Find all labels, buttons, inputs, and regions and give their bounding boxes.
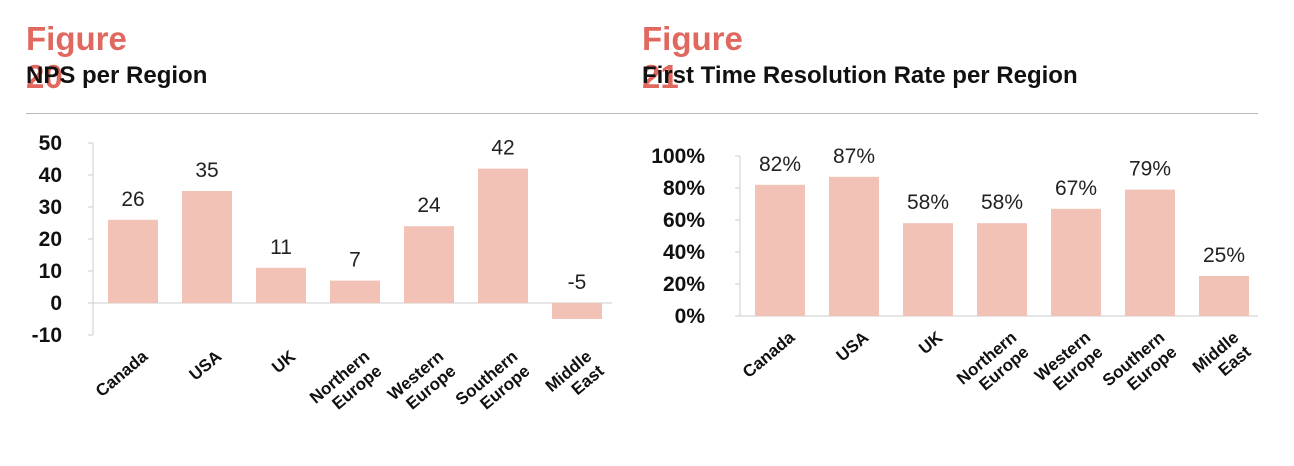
y-tick-label: 40 [39,164,62,187]
data-label: 11 [270,236,292,259]
bar [1125,189,1175,316]
data-label: 58% [981,191,1023,214]
y-tick-label: 30 [39,196,62,219]
data-label: 87% [833,145,875,168]
x-tick-label: UK [915,327,947,358]
bar [1051,208,1101,316]
y-tick-label: 40% [663,241,705,264]
bar [1199,276,1249,316]
bar [256,267,306,303]
x-tick-label-line: USA [833,328,873,366]
bar [182,191,232,303]
y-tick-label: 20% [663,273,705,296]
bar [903,223,953,316]
y-tick-label: 20 [39,228,62,251]
data-label: 42 [491,137,514,160]
x-tick-label: NorthernEurope [953,328,1032,403]
y-tick-label: 50 [39,132,62,155]
y-tick-label: 60% [663,209,705,232]
header-divider [26,113,1258,114]
data-label: 26 [121,188,144,211]
y-tick-label: -10 [32,324,62,347]
bar [478,168,528,303]
bar [829,176,879,316]
x-tick-label: WesternEurope [1031,328,1107,400]
data-label: -5 [568,271,587,294]
data-label: 58% [907,191,949,214]
y-tick-label: 80% [663,177,705,200]
y-tick-label: 0 [50,292,62,315]
x-tick-label: MiddleEast [1189,327,1255,391]
bar [977,223,1027,316]
figure-20-title: NPS per Region [26,62,208,89]
x-tick-label-line: UK [915,327,947,358]
x-tick-label: USA [833,328,873,366]
data-label: 79% [1129,158,1171,181]
y-tick-label: 100% [651,145,705,168]
figure-21-title: First Time Resolution Rate per Region [642,62,1078,89]
bar [755,184,805,316]
bar [108,219,158,303]
figure-20-label: Figure 20 [26,20,127,95]
data-label: 24 [417,194,441,217]
x-tick-label: SouthernEurope [1099,328,1181,405]
x-tick-label: Canada [739,327,799,381]
bar [404,226,454,303]
y-tick-label: 0% [675,305,706,328]
data-label: 67% [1055,177,1097,200]
y-tick-label: 10 [39,260,62,283]
data-label: 7 [349,249,361,272]
bar [330,280,380,303]
data-label: 25% [1203,244,1245,267]
figure-21-label: Figure 21 [642,20,743,95]
data-label: 82% [759,153,801,176]
data-label: 35 [195,159,218,182]
x-tick-label-line: Canada [739,327,799,381]
bar [552,303,602,319]
